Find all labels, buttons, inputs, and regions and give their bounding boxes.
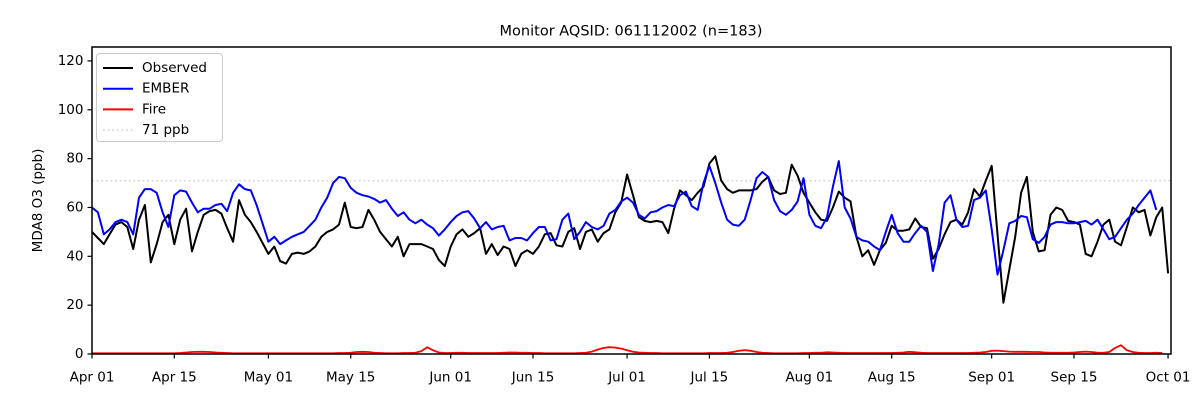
ember-line — [91, 160, 1158, 276]
legend-box — [96, 53, 223, 142]
chart-title: Monitor AQSID: 061112002 (n=183) — [500, 24, 763, 40]
x-axis-tick-label: Aug 15 — [868, 370, 916, 386]
y-axis-tick-label: 60 — [66, 199, 83, 215]
series-lines — [91, 155, 1171, 355]
x-axis-tick-label: Jun 15 — [511, 370, 555, 386]
y-axis-tick-label: 80 — [66, 151, 83, 167]
y-axis-tick-label: 40 — [66, 248, 83, 264]
legend-label-fire: Fire — [142, 101, 166, 117]
axis-frame — [91, 46, 1172, 355]
x-axis-tick-label: May 15 — [326, 370, 375, 386]
x-axis-tick-label: May 01 — [244, 370, 293, 386]
axis-ticks: Apr 01 Apr 15 May 01 May 15 Jun 01 Jun 15 Jul … — [58, 53, 1191, 386]
y-axis-tick-label: 120 — [58, 53, 84, 69]
legend-label-observed: Observed — [142, 60, 207, 76]
y-axis-tick-label: 100 — [58, 102, 84, 118]
y-axis-label: MDA8 O3 (ppb) — [30, 149, 46, 253]
legend-label-ember: EMBER — [142, 81, 189, 97]
observed-line — [91, 155, 1170, 304]
x-axis-tick-label: Aug 01 — [785, 370, 833, 386]
x-axis-tick-label: Sep 01 — [968, 370, 1015, 386]
x-axis-tick-label: Apr 15 — [152, 370, 197, 386]
x-axis-tick-label: Oct 01 — [1146, 370, 1191, 386]
x-axis-tick-label: Sep 15 — [1051, 370, 1098, 386]
x-axis-tick-label: Jul 01 — [607, 370, 646, 386]
y-axis-tick-label: 0 — [75, 346, 84, 362]
legend: Observed EMBER Fire 71 ppb — [96, 53, 223, 142]
x-axis-tick-label: Apr 01 — [70, 370, 115, 386]
legend-label-threshold: 71 ppb — [142, 122, 189, 138]
x-axis-tick-label: Jul 15 — [690, 370, 729, 386]
x-axis-tick-label: Jun 01 — [428, 370, 472, 386]
y-axis-tick-label: 20 — [66, 297, 83, 313]
